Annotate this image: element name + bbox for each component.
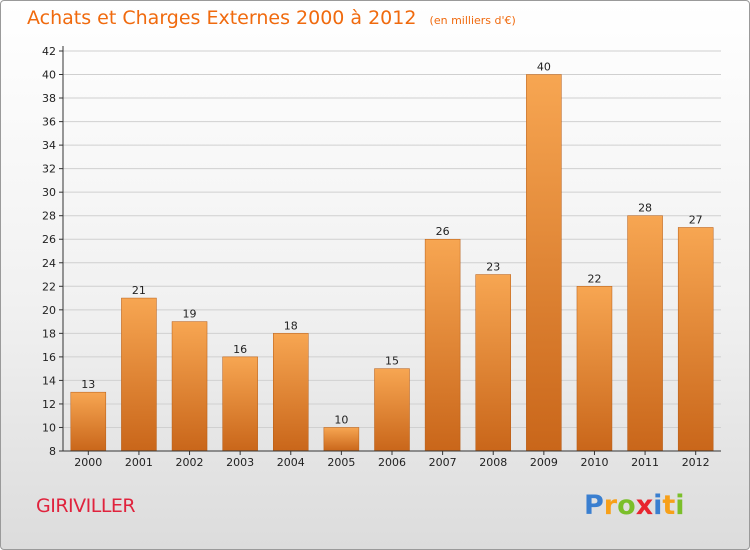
y-tick-label: 16 — [42, 351, 56, 364]
x-tick-label: 2010 — [580, 456, 608, 469]
x-tick-label: 2011 — [631, 456, 659, 469]
logo-letter: P — [584, 490, 604, 521]
y-tick-label: 26 — [42, 233, 56, 246]
data-label: 10 — [334, 413, 348, 426]
y-tick-label: 42 — [42, 45, 56, 58]
data-label: 40 — [537, 61, 551, 74]
y-tick-label: 30 — [42, 186, 56, 199]
bar — [222, 356, 258, 452]
x-tick-label: 2005 — [327, 456, 355, 469]
y-tick-label: 38 — [42, 92, 56, 105]
bar — [677, 227, 714, 452]
bar — [424, 238, 461, 452]
x-tick-label: 2007 — [429, 456, 457, 469]
bar — [475, 274, 511, 452]
y-tick-label: 10 — [42, 421, 56, 434]
data-label: 21 — [132, 284, 146, 297]
data-label: 23 — [486, 261, 500, 274]
proxiti-logo: Proxiti — [584, 490, 685, 521]
bar — [121, 297, 157, 452]
y-tick-label: 40 — [42, 69, 56, 82]
data-label: 13 — [81, 378, 95, 391]
y-tick-label: 8 — [49, 445, 56, 458]
x-tick-label: 2003 — [226, 456, 254, 469]
x-tick-label: 2002 — [176, 456, 204, 469]
data-label: 16 — [233, 343, 247, 356]
bar — [171, 321, 208, 452]
logo-letter: t — [662, 490, 676, 521]
logo-letter: i — [675, 490, 685, 521]
title-row: Achats et Charges Externes 2000 à 2012 (… — [27, 7, 516, 29]
data-label: 27 — [689, 213, 703, 226]
y-tick-label: 14 — [42, 374, 56, 387]
data-label: 18 — [284, 319, 298, 332]
x-tick-label: 2009 — [530, 456, 558, 469]
data-label: 22 — [587, 272, 601, 285]
bar — [273, 333, 309, 452]
chart-subtitle: (en milliers d'€) — [429, 14, 516, 27]
chart-title: Achats et Charges Externes 2000 à 2012 — [27, 7, 417, 29]
bar — [627, 215, 663, 452]
data-label: 19 — [183, 308, 197, 321]
y-tick-label: 36 — [42, 116, 56, 129]
x-tick-label: 2006 — [378, 456, 406, 469]
bar — [323, 427, 360, 452]
bar — [70, 391, 107, 452]
x-tick-label: 2008 — [479, 456, 507, 469]
x-tick-label: 2012 — [682, 456, 710, 469]
bar — [576, 286, 613, 452]
y-tick-label: 22 — [42, 280, 56, 293]
y-tick-label: 20 — [42, 304, 56, 317]
logo-letter: i — [653, 490, 663, 521]
y-tick-label: 34 — [42, 139, 56, 152]
x-tick-label: 2004 — [277, 456, 305, 469]
y-tick-label: 12 — [42, 398, 56, 411]
y-tick-label: 24 — [42, 257, 56, 270]
logo-letter: x — [635, 490, 654, 521]
y-tick-label: 32 — [42, 163, 56, 176]
logo-letter: r — [603, 490, 618, 521]
logo-letter: o — [617, 490, 636, 521]
data-label: 15 — [385, 355, 399, 368]
x-tick-label: 2001 — [125, 456, 153, 469]
data-label: 28 — [638, 202, 652, 215]
y-tick-label: 28 — [42, 210, 56, 223]
commune-name: GIRIVILLER — [36, 495, 136, 517]
y-tick-label: 18 — [42, 327, 56, 340]
bar — [374, 368, 410, 452]
data-label: 26 — [436, 225, 450, 238]
x-tick-label: 2000 — [74, 456, 102, 469]
bar — [526, 74, 562, 452]
